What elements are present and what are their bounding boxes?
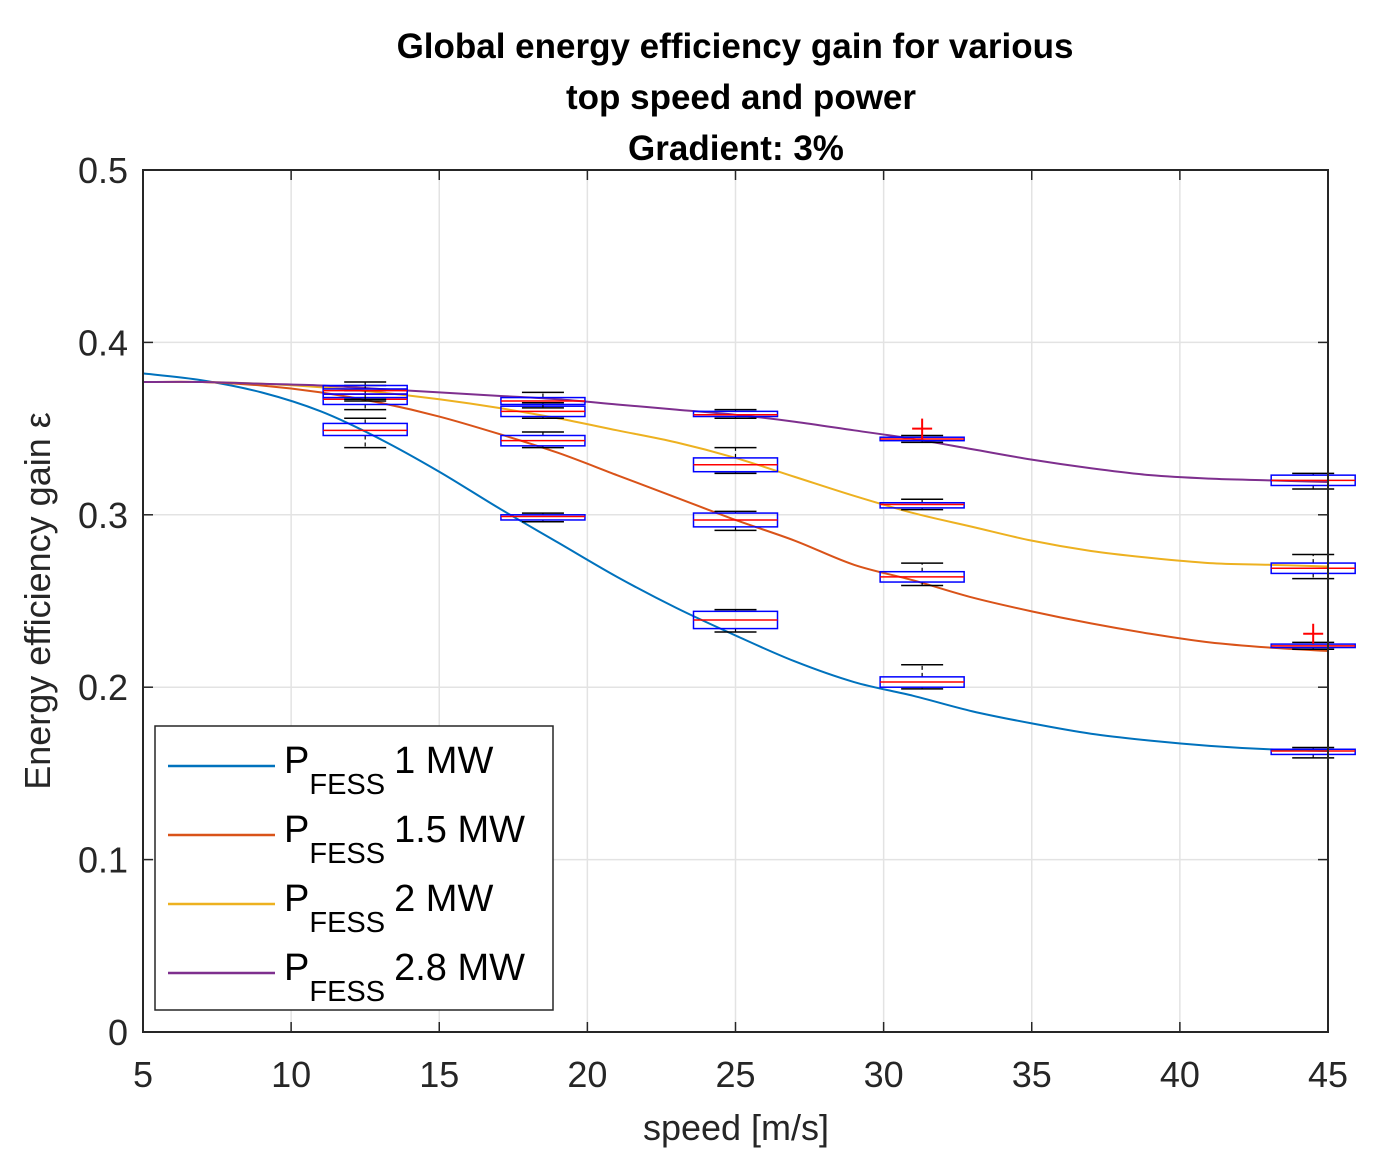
box-iqr (500, 514, 586, 521)
chart-title-line-3: Gradient: 3% (628, 129, 844, 168)
boxplot-p-fess-1-mw-1 (500, 512, 586, 523)
y-tick-label: 0.5 (78, 150, 128, 191)
boxplot-p-fess-1-5-mw-2 (692, 510, 779, 532)
legend-item-p-fess-1-5-mw: PFESS 1.5 MW (168, 809, 525, 870)
chart-title-line-1: Global energy efficiency gain for variou… (397, 27, 1074, 66)
box-iqr (1270, 748, 1356, 756)
legend-label-subscript: FESS (309, 769, 385, 801)
legend-label-value: 2.8 MW (394, 947, 525, 989)
boxplot-p-fess-1-5-mw-1 (500, 431, 586, 449)
legend-item-p-fess-1-mw: PFESS 1 MW (168, 740, 493, 801)
x-tick-label: 25 (715, 1054, 755, 1095)
chart-title-line-2: top speed and power (566, 78, 916, 117)
boxplot-p-fess-1-mw-0 (322, 417, 408, 449)
boxplot-p-fess-2-8-mw-2 (692, 408, 779, 420)
box-iqr (692, 410, 779, 418)
legend-label-subscript: FESS (309, 838, 385, 870)
legend-label-subscript: FESS (309, 976, 385, 1008)
legend-label-main: P (284, 947, 309, 989)
axis-ticks (142, 169, 1329, 1033)
y-tick-label: 0.3 (78, 495, 128, 536)
x-axis-label: speed [m/s] (643, 1107, 829, 1148)
boxplot-p-fess-1-mw-3 (879, 664, 965, 690)
y-tick-label: 0 (108, 1012, 128, 1053)
box-iqr (322, 384, 408, 395)
legend-label-value: 2 MW (394, 878, 493, 920)
legend-label-value: 1 MW (394, 740, 493, 782)
box-iqr (322, 422, 408, 437)
y-tick-label: 0.4 (78, 322, 128, 363)
x-tick-label: 15 (419, 1054, 459, 1095)
y-tick-label: 0.2 (78, 667, 128, 708)
x-tick-label: 35 (1012, 1054, 1052, 1095)
x-tick-label: 30 (864, 1054, 904, 1095)
boxplot-p-fess-2-mw-3 (879, 498, 965, 511)
boxplot-p-fess-2-8-mw-1 (500, 391, 586, 409)
y-axis-label: Energy efficiency gain ε (17, 412, 58, 790)
legend-label: PFESS 1.5 MW (284, 809, 525, 870)
x-tick-label: 10 (271, 1054, 311, 1095)
x-tick-label: 40 (1160, 1054, 1200, 1095)
legend-label: PFESS 2 MW (284, 878, 493, 939)
x-tick-label: 20 (567, 1054, 607, 1095)
chart-title: Global energy efficiency gain for variou… (397, 27, 1074, 168)
boxplot-p-fess-2-mw-2 (692, 446, 779, 475)
x-tick-label: 5 (133, 1054, 153, 1095)
legend-label-value: 1.5 MW (394, 809, 525, 851)
legend-label: PFESS 2.8 MW (284, 947, 525, 1008)
boxplot-p-fess-1-mw-2 (692, 608, 779, 633)
x-tick-label: 45 (1308, 1054, 1348, 1095)
legend-item-p-fess-2-8-mw: PFESS 2.8 MW (168, 947, 525, 1008)
legend-label: PFESS 1 MW (284, 740, 493, 801)
legend-label-main: P (284, 878, 309, 920)
box-iqr (879, 501, 965, 509)
legend-label-main: P (284, 809, 309, 851)
x-tick-labels: 5 10 15 20 25 30 35 40 45 (133, 1054, 1348, 1095)
legend-label-subscript: FESS (309, 907, 385, 939)
series-line-p-fess-1-mw (142, 372, 1329, 752)
outlier-p-fess-1-5-mw-0 (1303, 623, 1324, 644)
legend-label-main: P (284, 740, 309, 782)
boxplot-p-fess-1-5-mw-3 (879, 562, 965, 587)
y-tick-label: 0.1 (78, 840, 128, 881)
boxplot-p-fess-2-8-mw-0 (322, 381, 408, 401)
legend-item-p-fess-2-mw: PFESS 2 MW (168, 878, 493, 939)
outlier-p-fess-2-8-mw-0 (912, 418, 933, 439)
y-tick-labels: 0 0.1 0.2 0.3 0.4 0.5 (78, 150, 128, 1053)
legend-box (154, 725, 554, 1011)
